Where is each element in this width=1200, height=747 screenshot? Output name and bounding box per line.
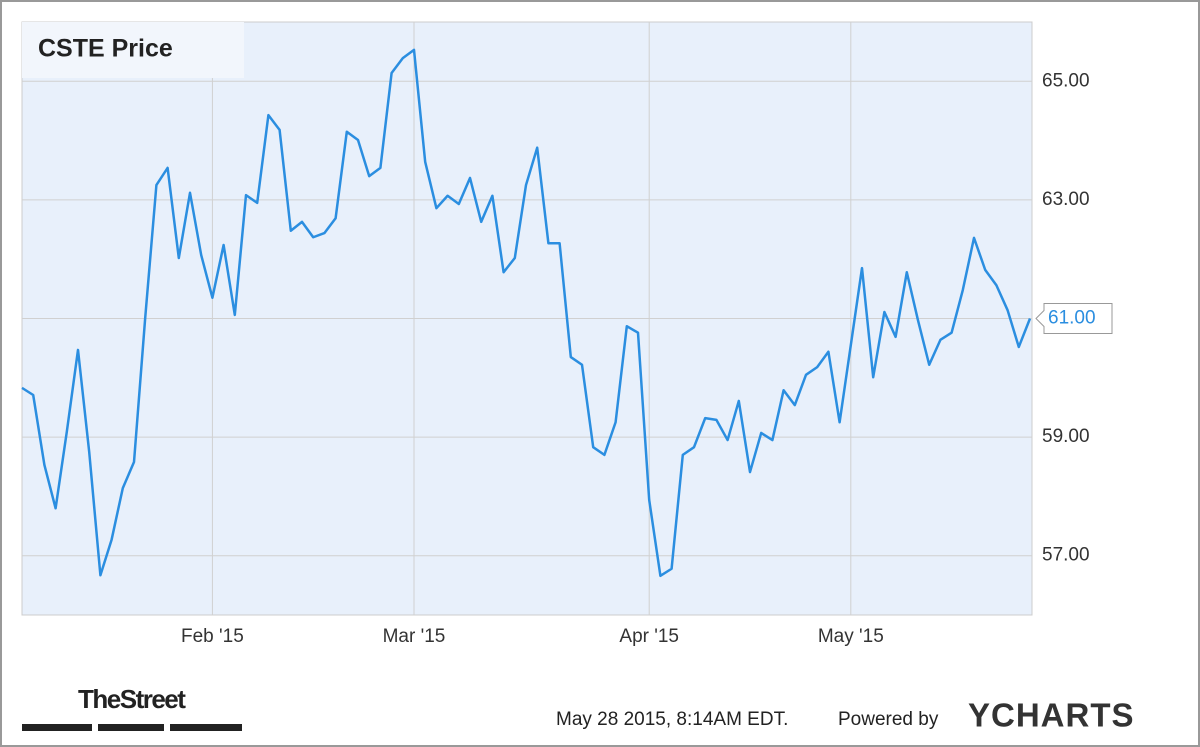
x-tick-label: Apr '15	[619, 626, 679, 647]
y-tick-label: 65.00	[1042, 70, 1090, 91]
y-tick-label: 59.00	[1042, 426, 1090, 447]
y-tick-label: 63.00	[1042, 189, 1090, 210]
powered-by: Powered by	[838, 709, 939, 730]
timestamp: May 28 2015, 8:14AM EDT.	[556, 709, 788, 730]
x-tick-label: May '15	[818, 626, 884, 647]
last-value-box	[1035, 303, 1113, 334]
chart-title: CSTE Price	[38, 35, 173, 63]
y-tick-label: 57.00	[1042, 545, 1090, 566]
title-box	[22, 22, 244, 78]
x-tick-label: Mar '15	[383, 626, 446, 647]
logo-bar	[170, 724, 242, 731]
source-logo: TheStreet	[78, 684, 186, 714]
x-tick-label: Feb '15	[181, 626, 244, 647]
brand: YCHARTS	[968, 697, 1135, 734]
logo-bar	[22, 724, 92, 731]
grid	[22, 22, 1032, 615]
logo-bar	[98, 724, 164, 731]
price-line	[21, 48, 1032, 578]
last-value-label: 61.00	[1048, 308, 1096, 329]
marks	[21, 48, 1032, 578]
